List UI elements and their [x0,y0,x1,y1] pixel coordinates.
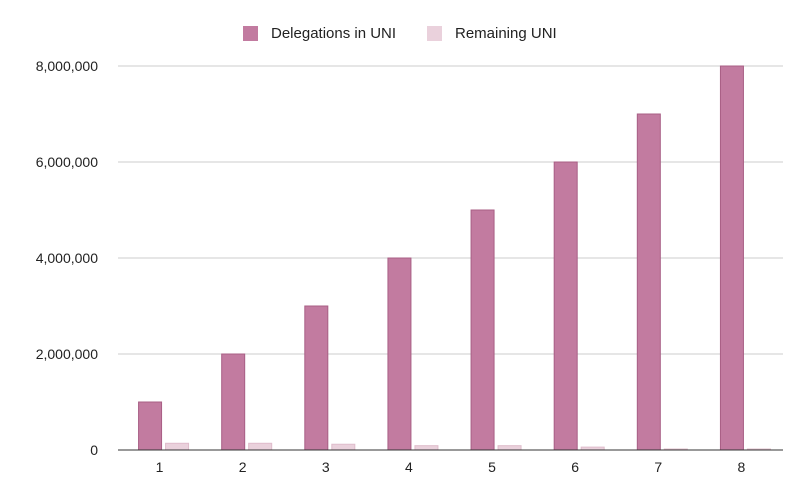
x-tick-label: 2 [239,459,247,475]
bar-delegations [636,113,661,451]
x-tick-label: 4 [405,459,413,475]
bar-remaining [414,445,439,451]
y-tick-label: 6,000,000 [36,154,98,170]
bar-delegations [221,353,246,451]
bar-remaining [165,442,190,451]
x-tick-label: 6 [571,459,579,475]
legend-swatch-remaining [427,26,442,41]
legend-label-remaining: Remaining UNI [455,25,557,42]
gridlines [118,65,783,355]
bar-remaining [497,445,522,451]
bar-delegations [138,401,163,451]
bar-delegations [470,209,495,451]
bar-delegations [387,257,412,451]
x-tick-label: 7 [654,459,662,475]
x-tick-label: 1 [156,459,164,475]
bar-delegations [304,305,329,451]
legend-swatch-delegations [243,26,258,41]
bar-remaining [248,442,273,451]
bar-delegations [553,161,578,451]
legend-label-delegations: Delegations in UNI [271,25,396,42]
y-axis-tick-labels: 0 2,000,000 4,000,000 6,000,000 8,000,000 [36,58,99,458]
x-tick-label: 3 [322,459,330,475]
x-tick-label: 8 [738,459,746,475]
legend: Delegations in UNI Remaining UNI [243,25,557,42]
y-tick-label: 4,000,000 [36,250,98,266]
x-axis-tick-labels: 1 2 3 4 5 6 7 8 [156,459,746,475]
y-tick-label: 8,000,000 [36,58,98,74]
x-tick-label: 5 [488,459,496,475]
y-tick-label: 2,000,000 [36,346,98,362]
y-tick-label: 0 [90,442,98,458]
bars [138,65,771,451]
bar-delegations [719,65,744,451]
bar-remaining [331,443,356,451]
